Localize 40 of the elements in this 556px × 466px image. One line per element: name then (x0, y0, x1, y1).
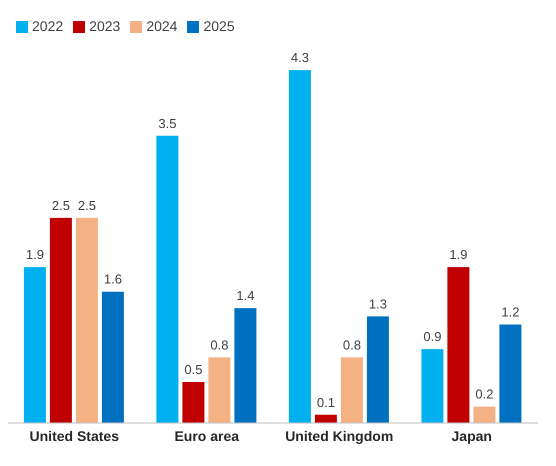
data-label: 0.8 (210, 337, 228, 352)
legend-label: 2025 (203, 18, 235, 34)
data-label: 1.2 (501, 304, 520, 320)
bar (102, 292, 124, 423)
bar (208, 357, 230, 423)
data-label: 1.9 (449, 247, 468, 262)
bar (24, 267, 46, 423)
data-label: 0.9 (423, 329, 442, 344)
data-label: 2.5 (52, 198, 70, 213)
data-label: 1.6 (104, 272, 122, 287)
legend-label: 2022 (32, 18, 64, 34)
bar (447, 267, 470, 423)
data-label: 2.5 (78, 198, 96, 213)
bar (314, 414, 337, 423)
data-label: 1.3 (368, 296, 387, 312)
bar (76, 218, 98, 423)
data-label: 4.3 (290, 50, 309, 66)
x-tick-label: United States (30, 428, 120, 444)
data-label: 0.1 (316, 394, 335, 410)
bar (421, 349, 444, 423)
bar (234, 308, 256, 423)
data-label: 0.2 (475, 386, 494, 402)
x-tick-label: Japan (452, 428, 492, 444)
x-tick-label: United Kingdom (285, 428, 394, 444)
legend-label: 2024 (146, 18, 178, 34)
bar (366, 316, 389, 423)
bar (473, 406, 496, 423)
x-tick-label: Euro area (174, 428, 240, 444)
bar (50, 218, 72, 423)
bar (288, 70, 311, 423)
legend-label: 2023 (89, 18, 120, 34)
bar (499, 324, 522, 423)
bar (340, 357, 363, 423)
data-label: 0.8 (342, 337, 361, 352)
data-label: 1.4 (236, 288, 254, 304)
data-label: 1.9 (26, 247, 44, 262)
bar (156, 136, 178, 423)
data-label: 3.5 (158, 116, 176, 131)
data-label: 0.5 (184, 362, 202, 377)
bar (182, 382, 204, 423)
